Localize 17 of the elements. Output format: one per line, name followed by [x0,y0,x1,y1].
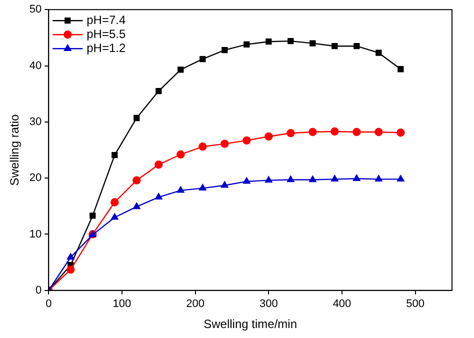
x-tick-label: 0 [46,298,52,310]
y-tick-label: 10 [29,228,42,240]
legend-label: pH=1.2 [86,40,126,55]
y-tick-label: 20 [29,172,42,184]
legend-label: pH=7.4 [86,12,126,27]
y-axis-title: Swelling ratio [8,114,22,186]
x-axis-title: Swelling time/min [204,317,298,332]
y-tick-label: 30 [29,116,42,128]
x-tick-label: 200 [186,298,204,310]
x-tick-label: 100 [112,298,132,310]
legend-label: pH=5.5 [86,26,126,41]
y-tick-label: 50 [29,4,42,16]
y-tick-label: 0 [36,284,42,296]
x-tick-label: 500 [406,298,425,310]
x-tick-label: 400 [332,298,352,310]
x-tick-label: 300 [259,298,278,310]
y-tick-label: 40 [29,60,42,72]
